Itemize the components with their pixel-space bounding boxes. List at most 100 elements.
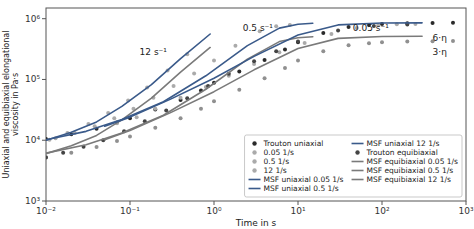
data-point <box>172 84 176 88</box>
data-point <box>336 28 340 32</box>
legend-label: MSF uniaxial 0.05 1/s <box>264 175 344 184</box>
data-point <box>321 49 325 53</box>
data-point <box>199 107 203 111</box>
data-point <box>95 145 99 149</box>
annotation: 12 s⁻¹ <box>140 47 168 57</box>
data-point <box>405 40 409 44</box>
legend-swatch <box>352 170 364 172</box>
data-point <box>451 21 455 25</box>
legend-label: MSF uniaxial 12 1/s <box>367 139 440 148</box>
chart: 10⁻² 10⁻¹ 10⁰ 10¹ 10² 10³ 10³ 10⁴ 10⁵ 10⁶ Time in … <box>0 0 474 229</box>
data-line <box>46 47 210 153</box>
x-axis-label: Time in s <box>235 218 277 228</box>
data-point <box>179 96 183 100</box>
y-axis-label: Uniaxial and equibiaxial elongationalvis… <box>2 31 20 179</box>
legend-label: 0.5 1/s <box>264 157 290 166</box>
legend-swatch <box>249 179 261 181</box>
legend-label: 12 1/s <box>264 166 287 175</box>
plot-frame <box>46 8 466 201</box>
data-point <box>128 135 132 139</box>
annotation: 6·η <box>433 33 447 43</box>
data-point <box>283 48 287 52</box>
data-point <box>347 43 351 47</box>
y-tick-label: 10⁵ <box>25 74 40 84</box>
data-point <box>303 41 307 45</box>
data-point <box>237 70 241 74</box>
legend-swatch <box>252 168 256 172</box>
legend-swatch <box>355 150 359 154</box>
scatter-series <box>46 21 455 141</box>
legend-swatch <box>352 143 364 145</box>
background <box>0 0 474 229</box>
legend-label: MSF uniaxial 0.5 1/s <box>264 184 339 193</box>
annotation: 3·η <box>433 47 447 57</box>
data-point <box>233 44 237 48</box>
y-tick <box>42 201 46 202</box>
y-tick <box>42 79 46 80</box>
legend-swatch <box>252 150 256 154</box>
x-tick-label: 10² <box>374 206 389 216</box>
x-tick-label: 10³ <box>458 206 473 216</box>
legend-label: 0.05 1/s <box>264 148 294 157</box>
x-tick <box>382 201 383 205</box>
legend: Trouton uniaxial0.05 1/s0.5 1/s12 1/sMSF… <box>245 135 462 197</box>
data-line <box>46 34 210 140</box>
data-point <box>296 59 300 63</box>
annotation: 0.5 s⁻¹ <box>243 23 274 33</box>
data-line <box>46 23 313 139</box>
data-point <box>451 39 455 43</box>
y-tick-label: 10⁶ <box>25 14 40 24</box>
data-point <box>367 41 371 45</box>
data-point <box>283 66 287 70</box>
data-point <box>252 59 256 63</box>
x-tick <box>466 201 467 205</box>
legend-label: MSF equibiaxial 0.5 1/s <box>367 166 454 175</box>
data-point <box>112 116 116 120</box>
data-line <box>105 23 422 126</box>
data-point <box>46 155 48 159</box>
legend-label: Trouton uniaxial <box>263 139 324 148</box>
legend-box <box>245 135 462 197</box>
data-point <box>329 32 333 36</box>
legend-swatch <box>352 179 364 181</box>
x-tick <box>46 201 47 205</box>
y-tick <box>42 140 46 141</box>
x-tick <box>130 201 131 205</box>
y-tick-label: 10³ <box>25 196 40 206</box>
data-point <box>212 59 216 63</box>
data-point <box>380 40 384 44</box>
data-point <box>263 76 267 80</box>
x-tick <box>298 201 299 205</box>
legend-swatch <box>252 141 256 145</box>
legend-label: MSF equibiaxial 0.05 1/s <box>367 157 459 166</box>
legend-label: MSF equibiaxial 12 1/s <box>367 175 451 184</box>
data-point <box>192 72 196 76</box>
data-point <box>296 40 300 44</box>
legend-swatch <box>352 161 364 163</box>
x-tick <box>214 201 215 205</box>
legend-swatch <box>249 188 261 190</box>
data-point <box>153 126 157 130</box>
data-point <box>115 139 119 143</box>
data-point <box>69 151 73 155</box>
x-tick-label: 10⁻¹ <box>120 206 140 216</box>
data-point <box>212 99 216 103</box>
data-point <box>296 40 300 44</box>
x-tick-label: 10⁻² <box>36 206 56 216</box>
scatter-series <box>47 52 189 141</box>
data-point <box>61 151 65 155</box>
x-tick-label: 10¹ <box>290 206 305 216</box>
y-tick <box>42 18 46 19</box>
data-point <box>321 31 325 35</box>
data-point <box>237 88 241 92</box>
annotation: 0.05 s⁻¹ <box>353 23 389 33</box>
legend-label: Trouton equibiaxial <box>366 148 438 157</box>
data-point <box>153 108 157 112</box>
data-point <box>274 24 278 28</box>
data-point <box>135 115 139 119</box>
data-point <box>179 116 183 120</box>
legend-swatch <box>252 159 256 163</box>
x-tick-label: 10⁰ <box>206 206 221 216</box>
y-tick-label: 10⁴ <box>25 135 40 145</box>
data-point <box>46 155 48 159</box>
